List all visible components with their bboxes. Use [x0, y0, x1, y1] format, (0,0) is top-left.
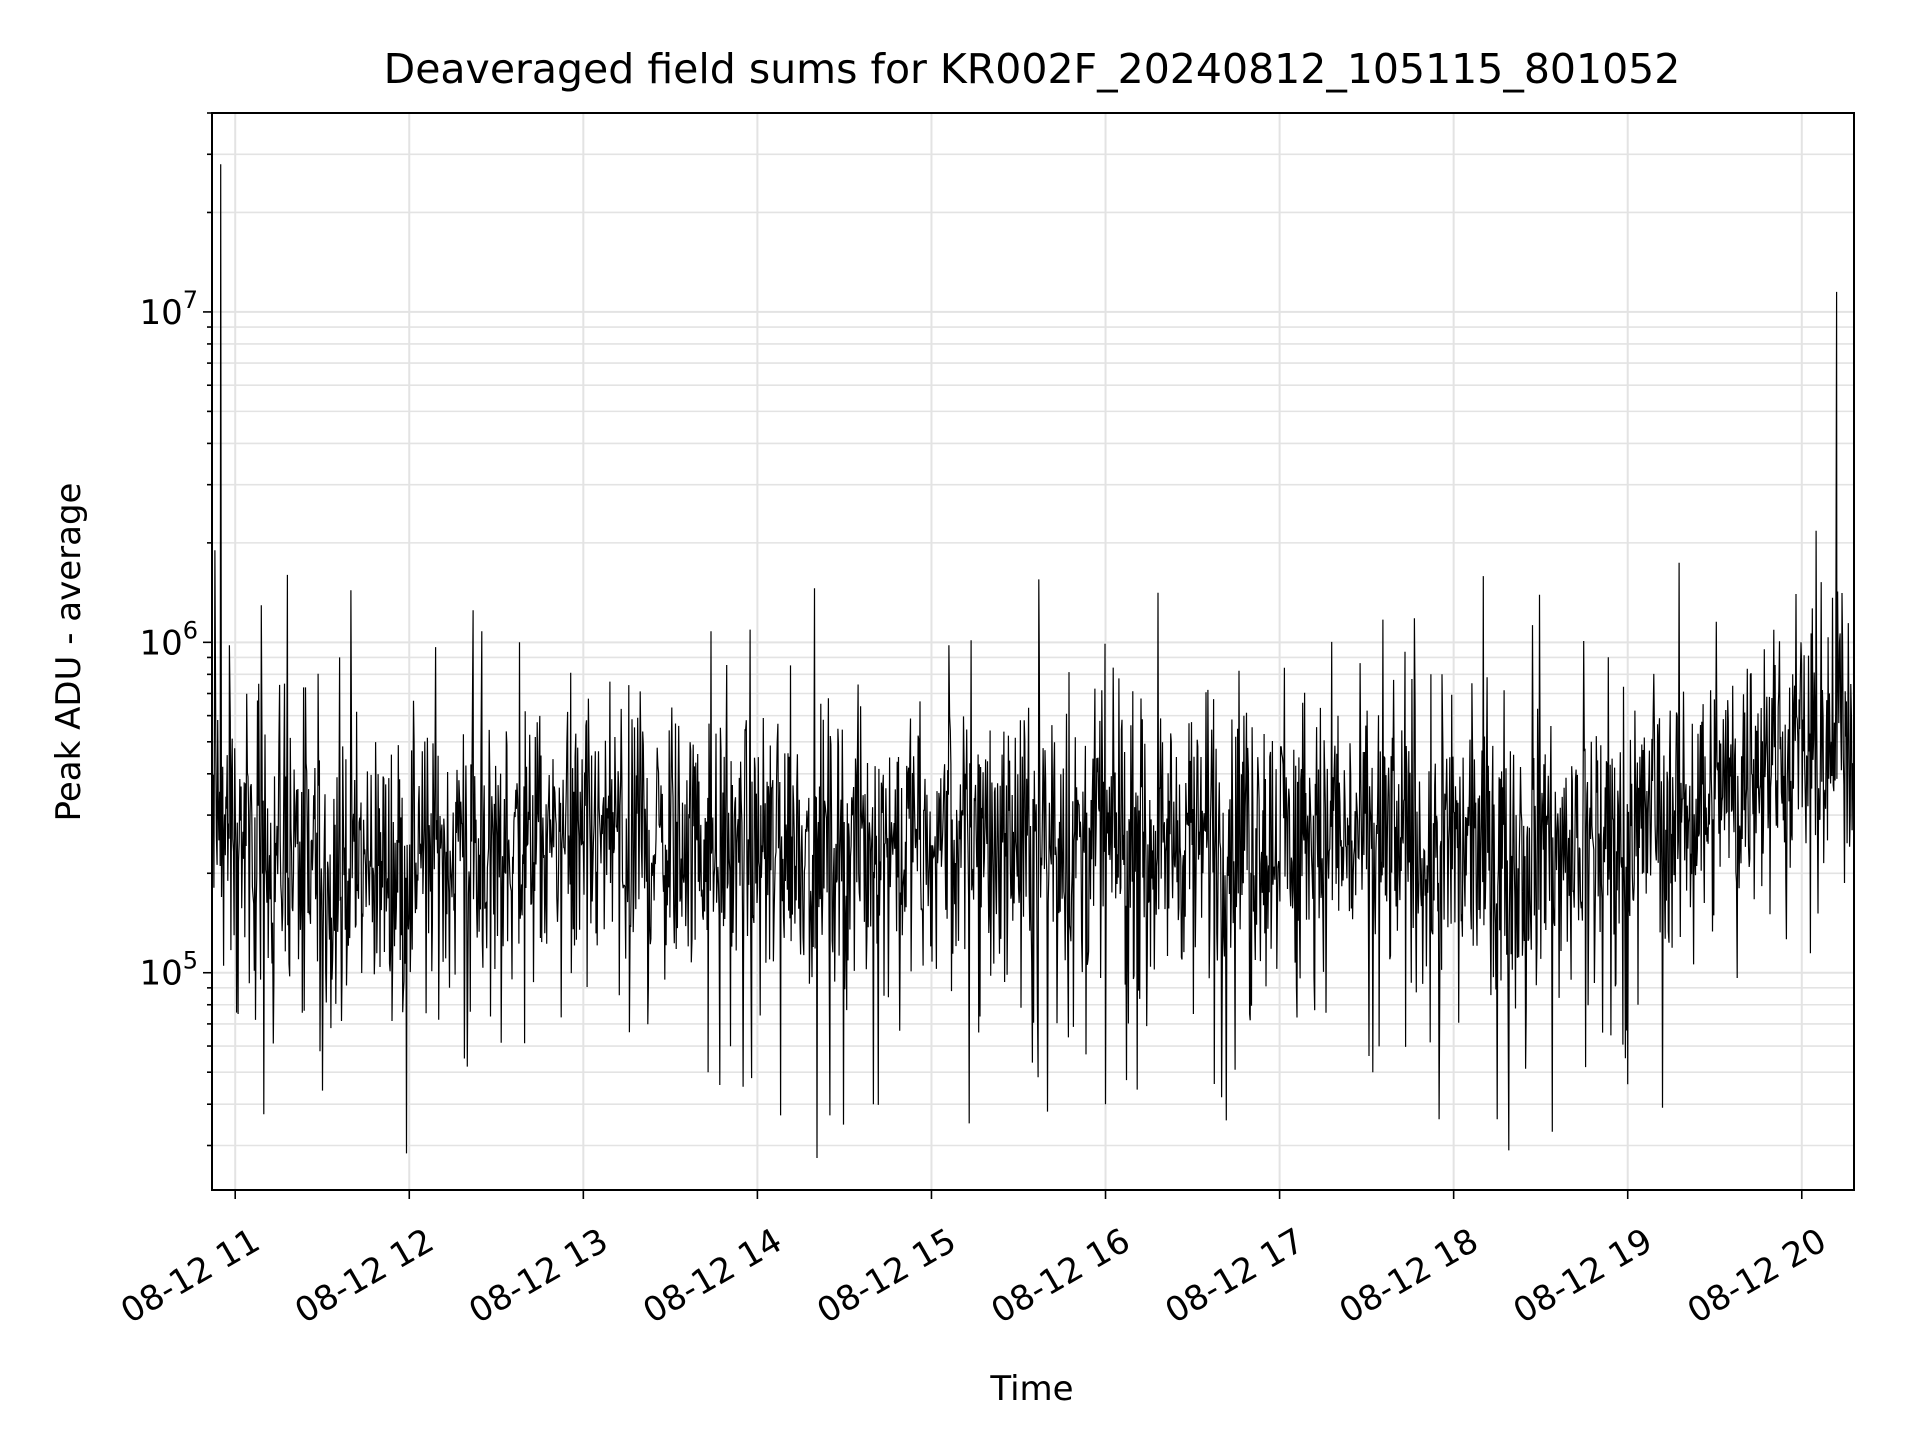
series-line — [211, 164, 1855, 1159]
y-tick-label: 106 — [139, 616, 198, 663]
y-tick-label-base: 10 — [139, 623, 182, 663]
y-tick-label-exponent: 7 — [183, 286, 198, 314]
x-axis-label: Time — [989, 1369, 1073, 1409]
y-tick-label-exponent: 5 — [183, 947, 198, 975]
y-tick-label: 105 — [139, 947, 198, 994]
y-tick-label-base: 10 — [139, 293, 182, 333]
y-tick-label-base: 10 — [139, 954, 182, 994]
chart-title: Deaveraged field sums for KR002F_2024081… — [384, 45, 1681, 93]
y-axis-label: Peak ADU - average — [49, 483, 89, 822]
y-tick-label-exponent: 6 — [183, 616, 198, 644]
plot-series-group — [211, 164, 1855, 1159]
y-tick-label: 107 — [139, 286, 198, 333]
plot-frame — [211, 112, 1855, 1191]
